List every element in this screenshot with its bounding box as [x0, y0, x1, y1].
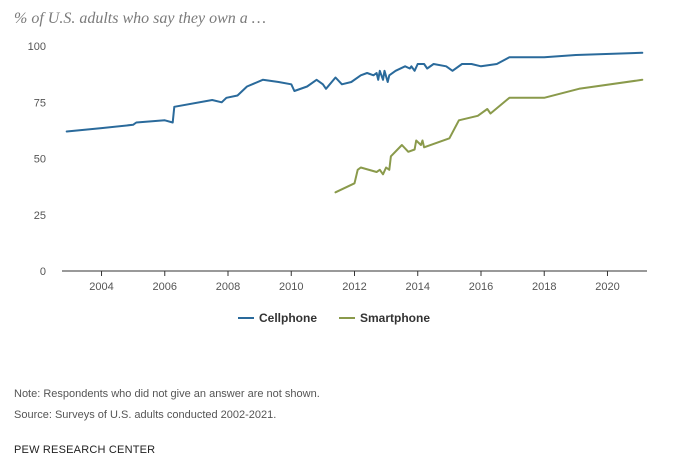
x-tick-label-2018: 2018 [532, 281, 556, 293]
x-tick-label-2004: 2004 [89, 281, 113, 293]
x-tick-label-2010: 2010 [279, 281, 303, 293]
series-line-smartphone [334, 78, 644, 194]
x-axis-ticks: 2004 2006 2008 2010 2012 2014 2016 2018 2020 [89, 271, 620, 293]
y-tick-label-0: 0 [40, 266, 46, 278]
series-layer [65, 51, 644, 194]
legend-label-smartphone: Smartphone [360, 311, 430, 325]
x-tick-label-2016: 2016 [469, 281, 493, 293]
footer-brand: PEW RESEARCH CENTER [14, 444, 156, 456]
x-tick-label-2014: 2014 [406, 281, 430, 293]
x-tick-label-2006: 2006 [153, 281, 177, 293]
legend-label-cellphone: Cellphone [259, 311, 317, 325]
chart-note: Note: Respondents who did not give an an… [14, 388, 320, 400]
chart-title: % of U.S. adults who say they own a … [14, 10, 266, 27]
y-tick-label-50: 50 [34, 154, 46, 166]
chart-source: Source: Surveys of U.S. adults conducted… [14, 409, 277, 421]
x-tick-label-2020: 2020 [595, 281, 619, 293]
y-tick-label-75: 75 [34, 97, 46, 109]
y-axis-ticks: 0 25 50 75 100 [28, 41, 46, 278]
y-tick-label-25: 25 [34, 210, 46, 222]
x-tick-label-2008: 2008 [216, 281, 240, 293]
legend: Cellphone Smartphone [238, 311, 430, 325]
y-tick-label-100: 100 [28, 41, 46, 53]
x-tick-label-2012: 2012 [342, 281, 366, 293]
series-line-cellphone [65, 51, 644, 133]
